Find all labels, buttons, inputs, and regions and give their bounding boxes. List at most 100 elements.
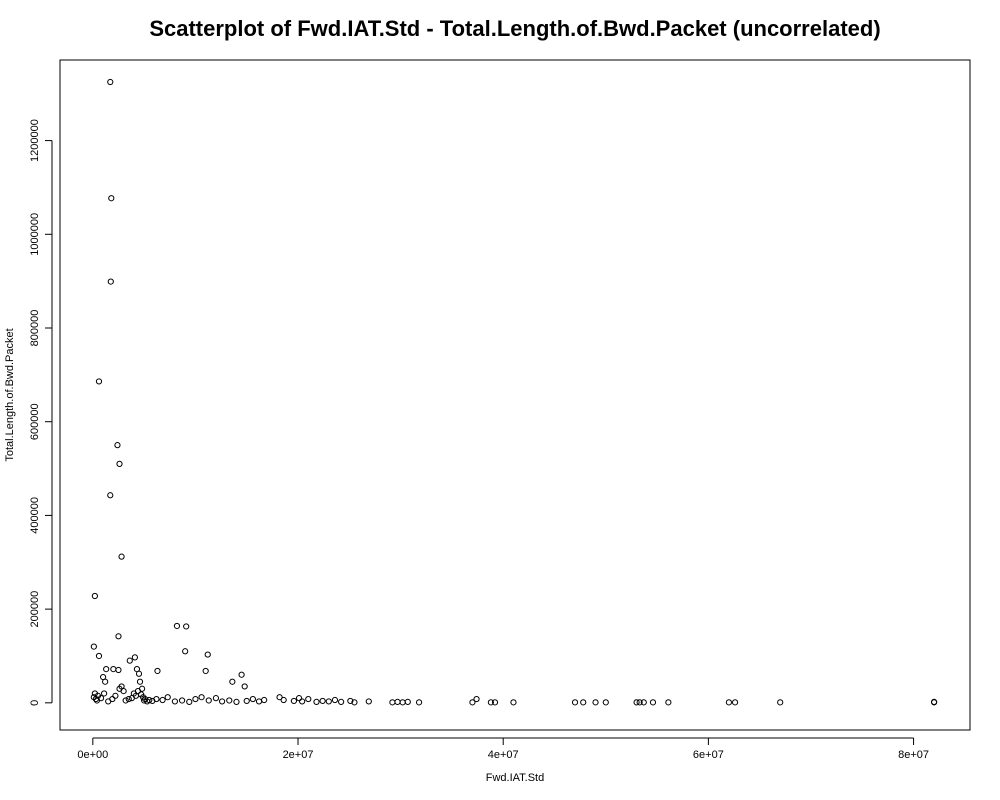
data-point (90, 643, 97, 650)
data-point (313, 698, 320, 705)
data-point (114, 442, 121, 449)
data-point (122, 697, 129, 704)
data-point (120, 688, 127, 695)
data-point (731, 699, 739, 706)
data-point (636, 699, 643, 706)
y-tick-label: 1000000 (29, 213, 41, 256)
y-tick-label: 0 (29, 700, 41, 706)
data-point (192, 695, 199, 703)
data-point (154, 667, 161, 675)
x-tick-label: 4e+07 (488, 749, 519, 761)
data-point (178, 697, 186, 704)
data-point (415, 699, 423, 706)
data-point (389, 699, 396, 706)
data-point (115, 666, 122, 674)
data-point (640, 699, 647, 706)
data-point (91, 592, 98, 600)
data-points (90, 78, 938, 706)
data-point (212, 695, 220, 702)
data-point (202, 667, 209, 675)
data-point (665, 699, 672, 706)
y-tick-label: 1200000 (29, 119, 41, 162)
data-point (491, 699, 499, 706)
data-point (126, 657, 133, 664)
data-point (241, 683, 248, 690)
data-point (173, 622, 181, 630)
y-axis-title: Total.Length.of.Bwd.Packet (4, 328, 16, 461)
data-point (510, 699, 517, 706)
data-point (204, 651, 211, 658)
data-point (469, 699, 476, 706)
y-tick-label: 600000 (29, 403, 41, 440)
y-axis: 0 200000 400000 600000 800000 1000000 1200000 (29, 119, 53, 706)
data-point (109, 695, 116, 703)
data-point (102, 678, 109, 685)
x-axis-title: Fwd.IAT.Std (486, 772, 544, 784)
data-point (725, 699, 733, 706)
data-point (116, 460, 123, 467)
data-point (238, 671, 245, 678)
data-point (255, 698, 263, 705)
y-tick-label: 200000 (29, 591, 41, 628)
data-point (319, 697, 326, 705)
data-point (218, 698, 226, 705)
data-point (182, 648, 189, 655)
data-point (580, 699, 587, 706)
data-point (112, 692, 119, 699)
data-point (592, 699, 599, 706)
data-point (95, 378, 103, 385)
data-point (299, 698, 306, 705)
data-point (125, 695, 132, 703)
x-tick-label: 2e+07 (283, 749, 314, 761)
data-point (135, 670, 143, 677)
data-point (118, 553, 125, 560)
data-point (404, 698, 411, 705)
data-point (394, 698, 401, 705)
data-point (399, 699, 406, 706)
data-point (171, 698, 179, 705)
data-point (136, 678, 144, 685)
data-point (365, 698, 372, 705)
data-point (115, 633, 122, 640)
data-point (107, 278, 114, 285)
data-point (110, 665, 117, 673)
data-point (338, 698, 345, 705)
data-point (97, 695, 105, 702)
data-point (305, 695, 312, 703)
data-point (101, 690, 108, 697)
x-tick-label: 6e+07 (693, 749, 724, 761)
x-axis: 0e+00 2e+07 4e+07 6e+07 8e+07 (77, 737, 929, 761)
data-point (134, 688, 142, 695)
data-point (473, 695, 480, 703)
data-point (108, 195, 115, 202)
data-point (487, 699, 494, 706)
data-point (131, 654, 138, 661)
data-point (331, 696, 339, 704)
y-tick-label: 800000 (29, 310, 41, 347)
data-point (146, 696, 153, 704)
data-point (351, 699, 358, 706)
data-point (649, 699, 657, 706)
data-point (107, 78, 114, 86)
data-point (159, 696, 166, 704)
data-point (226, 697, 233, 704)
data-point (280, 696, 287, 704)
data-point (777, 699, 784, 706)
data-point (183, 623, 190, 630)
data-point (233, 698, 240, 705)
data-point (261, 696, 268, 704)
data-point (930, 698, 938, 705)
data-point (95, 652, 103, 660)
x-tick-label: 0e+00 (77, 749, 108, 761)
y-tick-label: 400000 (29, 497, 41, 534)
chart-title: Scatterplot of Fwd.IAT.Std - Total.Lengt… (149, 16, 881, 41)
data-point (325, 698, 332, 705)
data-point (186, 698, 193, 705)
data-point (347, 697, 354, 705)
data-point (290, 697, 298, 705)
plot-frame (59, 59, 971, 731)
data-point (633, 699, 640, 706)
data-point (276, 694, 283, 701)
data-point (103, 665, 110, 673)
data-point (205, 697, 212, 704)
